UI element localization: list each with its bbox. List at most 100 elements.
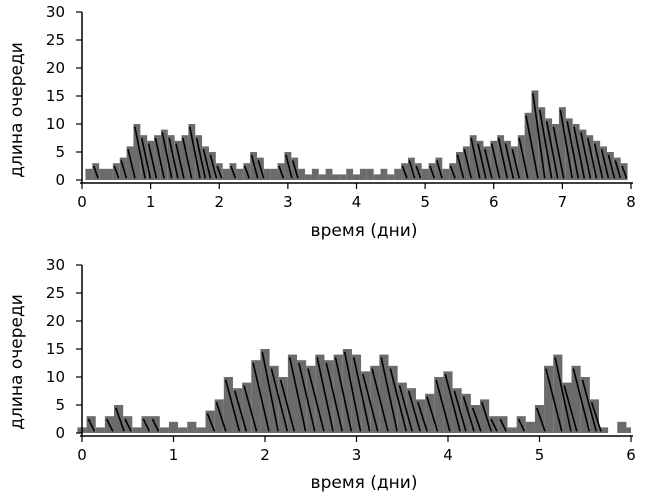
chart-2-streak <box>590 401 602 432</box>
chart-2-bar <box>95 427 105 433</box>
chart-2-streak <box>554 357 572 432</box>
chart-1-streak <box>188 126 201 179</box>
chart-1-streak <box>243 165 250 179</box>
chart-1-streak <box>614 160 622 179</box>
chart-2-streak <box>435 379 451 432</box>
chart-1-bar <box>332 174 340 180</box>
chart-1-plot-area <box>85 90 628 180</box>
chart-1-bar <box>524 112 532 180</box>
chart-2-streak <box>243 385 258 432</box>
chart-1-bar <box>565 118 573 180</box>
chart-1-streak <box>415 165 422 179</box>
chart-2-y-tick-label: 0 <box>55 424 65 442</box>
chart-1-streak <box>490 143 501 179</box>
chart-1-bar <box>442 168 450 180</box>
chart-2-bar <box>589 399 599 433</box>
chart-1-streak <box>470 137 481 179</box>
chart-1-bar <box>99 168 107 180</box>
chart-2-bar <box>434 377 444 433</box>
chart-1-bar <box>222 168 230 180</box>
chart-1-bar <box>236 168 244 180</box>
chart-2-streak <box>124 418 132 432</box>
chart-2-streak <box>279 379 296 432</box>
chart-2-bar <box>544 365 554 433</box>
chart-1-bar <box>593 140 601 180</box>
chart-2-streak <box>234 390 248 432</box>
chart-1-bar <box>387 174 395 180</box>
chart-2-x-axis-label: время (дни) <box>311 473 418 493</box>
chart-2-bar <box>443 371 453 433</box>
chart-1-bar <box>497 135 505 180</box>
chart-1-streak <box>504 143 515 179</box>
chart-1-bar <box>462 146 470 180</box>
chart-1-y-tick-label: 15 <box>46 87 65 105</box>
chart-2-plot-area <box>77 349 631 433</box>
chart-2-streak <box>352 357 371 432</box>
chart-2-bar <box>287 354 298 433</box>
chart-2-x-tick-label: 3 <box>352 446 362 464</box>
chart-2-bar <box>168 421 179 433</box>
chart-2-streak <box>426 396 439 432</box>
chart-1-bar <box>476 140 484 180</box>
chart-1-streak <box>113 165 120 179</box>
chart-1-streak <box>436 160 443 179</box>
chart-2-streak <box>224 379 241 432</box>
chart-2-streak <box>462 396 475 432</box>
chart-1-streak <box>408 160 416 179</box>
chart-1-x-tick-label: 8 <box>626 193 636 211</box>
chart-2-bar <box>553 354 563 433</box>
chart-1-streak <box>257 160 265 179</box>
chart-1-bar <box>195 135 203 180</box>
chart-2-bar <box>379 354 389 433</box>
chart-2-bar <box>626 427 631 433</box>
chart-2-y-axis-label: длина очереди <box>7 294 27 430</box>
chart-1-bar <box>147 140 155 180</box>
chart-1-streak <box>621 165 628 179</box>
chart-1-x-tick-label: 1 <box>146 193 156 211</box>
chart-2-bar <box>534 405 545 433</box>
chart-2-streak <box>563 385 578 432</box>
chart-2-y-tick-label: 20 <box>46 312 65 330</box>
chart-2-x-tick-label: 1 <box>169 446 179 464</box>
chart-2-y-ticks: 0 5 10 15 20 25 30 <box>46 256 82 442</box>
chart-2-bar <box>480 399 490 433</box>
chart-2-bar <box>470 405 481 433</box>
chart-1-y-tick-label: 10 <box>46 115 65 133</box>
chart-1-bar <box>579 129 587 180</box>
chart-2-bar <box>214 399 224 433</box>
chart-1: 0 5 10 15 20 25 30 0 1 2 3 4 5 6 7 8 время (дни) длина… <box>7 3 636 241</box>
chart-2-bar <box>297 360 307 433</box>
chart-2-streak <box>343 351 362 432</box>
chart-2-streak <box>115 407 125 432</box>
chart-1-streak <box>463 149 473 179</box>
chart-2-bar <box>571 365 581 433</box>
chart-1-bar <box>133 124 141 180</box>
chart-1-streak <box>278 165 285 179</box>
chart-1-bar <box>188 124 196 180</box>
chart-2-bar <box>598 427 609 433</box>
chart-1-bar <box>572 124 580 180</box>
chart-1-bar <box>394 168 402 180</box>
chart-1-y-tick-label: 30 <box>46 3 65 21</box>
chart-1-bar <box>126 146 134 180</box>
chart-1-streak <box>168 137 179 179</box>
chart-2-bar <box>223 377 233 433</box>
chart-1-streak <box>593 143 604 179</box>
chart-1-streak <box>573 126 586 179</box>
chart-2-bar <box>260 349 270 433</box>
chart-1-x-tick-label: 4 <box>352 193 362 211</box>
chart-2-y-tick-label: 30 <box>46 256 65 274</box>
chart-2-streak <box>206 413 216 432</box>
chart-2-streak <box>325 362 344 432</box>
chart-2-bar <box>580 377 590 433</box>
chart-1-bar <box>456 152 463 180</box>
chart-2-streak <box>87 418 96 432</box>
chart-1-bar <box>339 174 347 180</box>
chart-1-x-axis-label: время (дни) <box>311 221 418 241</box>
chart-1-streak <box>140 137 152 179</box>
chart-1-bar <box>600 146 607 180</box>
chart-1-bar <box>298 168 306 180</box>
chart-1-streak <box>92 165 99 179</box>
chart-2-streak <box>380 357 398 432</box>
